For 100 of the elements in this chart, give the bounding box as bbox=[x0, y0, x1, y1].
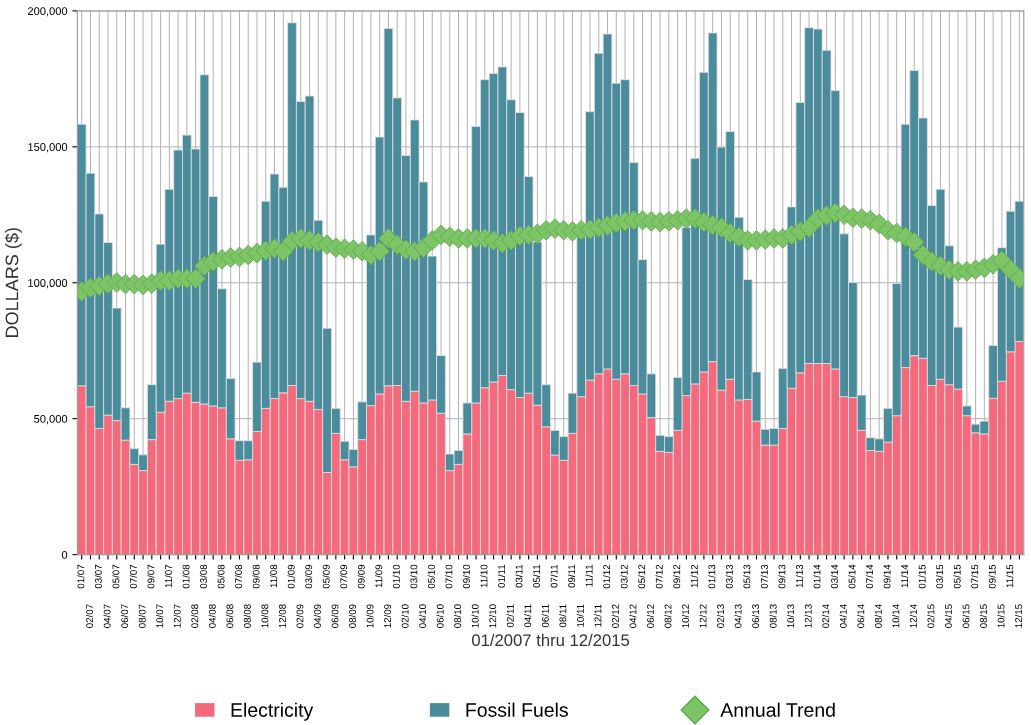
x-tick-label: 07/10 bbox=[445, 564, 453, 589]
x-tick-label: 04/10 bbox=[418, 604, 427, 628]
x-tick-label: 12/15 bbox=[1014, 604, 1023, 628]
x-tick-label: 04/13 bbox=[734, 604, 742, 628]
x-tick-label: 03/11 bbox=[515, 564, 523, 588]
x-tick-label: 12/14 bbox=[909, 604, 917, 628]
x-tick-label: 10/11 bbox=[576, 604, 584, 627]
x-tick-label: 05/10 bbox=[427, 564, 435, 589]
x-tick-label: 09/14 bbox=[883, 564, 891, 589]
x-tick-label: 09/13 bbox=[778, 564, 786, 589]
x-tick-label: 11/12 bbox=[690, 564, 698, 588]
x-tick-label: 11/13 bbox=[795, 564, 803, 588]
x-tick-label: 12/13 bbox=[804, 604, 812, 628]
x-tick-label: 05/14 bbox=[848, 564, 856, 589]
x-tick-label: 11/11 bbox=[585, 564, 593, 587]
x-tick-label: 02/07 bbox=[85, 604, 94, 628]
x-tick-label: 10/10 bbox=[471, 604, 479, 628]
x-tick-label: 07/07 bbox=[129, 564, 137, 589]
x-tick-label: 01/09 bbox=[287, 564, 295, 589]
x-tick-label: 02/08 bbox=[191, 604, 199, 628]
x-tick-label: 04/14 bbox=[839, 604, 847, 628]
x-tick-label: 09/10 bbox=[462, 564, 470, 589]
x-tick-label: 10/13 bbox=[787, 604, 795, 628]
x-tick-label: 04/12 bbox=[629, 604, 637, 628]
x-tick-label: 12/10 bbox=[489, 604, 497, 628]
x-tick-label: 08/09 bbox=[348, 604, 356, 628]
x-tick-label: 09/07 bbox=[147, 564, 155, 589]
x-tick-label: 07/14 bbox=[865, 564, 874, 589]
x-tick-label: 10/12 bbox=[681, 604, 689, 628]
x-tick-label: 07/13 bbox=[760, 564, 768, 589]
x-tick-label: 10/07 bbox=[156, 604, 164, 628]
x-tick-label: 09/08 bbox=[252, 564, 260, 589]
x-tick-label: 02/15 bbox=[927, 604, 935, 628]
x-tick-label: 09/09 bbox=[357, 564, 365, 589]
x-tick-label: 12/08 bbox=[278, 604, 286, 628]
x-tick-label: 01/10 bbox=[392, 564, 400, 589]
x-tick-label: 04/09 bbox=[313, 604, 321, 628]
x-tick-label: 05/11 bbox=[532, 564, 541, 588]
x-tick-label: 08/15 bbox=[979, 604, 987, 628]
x-tick-label: 02/13 bbox=[716, 604, 725, 628]
x-tick-label: 10/09 bbox=[366, 604, 374, 628]
x-tick-label: 08/12 bbox=[664, 604, 672, 628]
x-tick-label: 06/10 bbox=[436, 604, 444, 628]
x-tick-label: 11/07 bbox=[164, 564, 172, 588]
legend-label: Fossil Fuels bbox=[466, 702, 568, 717]
x-tick-label: 09/11 bbox=[567, 564, 576, 588]
x-tick-label: 04/15 bbox=[944, 604, 952, 628]
x-tick-label: 04/11 bbox=[524, 604, 532, 628]
x-tick-label: 06/09 bbox=[331, 604, 339, 628]
x-tick-label: 03/13 bbox=[725, 564, 733, 589]
x-tick-label: 01/15 bbox=[918, 564, 926, 589]
x-tick-label: 01/14 bbox=[813, 564, 821, 589]
y-axis-title: DOLLARS ($) bbox=[4, 228, 22, 337]
x-tick-label: 09/15 bbox=[988, 564, 996, 589]
legend-label: Electricity bbox=[231, 702, 314, 721]
legend-label: Annual Trend bbox=[720, 702, 835, 717]
x-tick-label: 06/07 bbox=[120, 604, 129, 628]
x-tick-label: 06/14 bbox=[857, 604, 865, 628]
x-tick-label: 11/08 bbox=[269, 564, 278, 588]
x-tick-label: 05/12 bbox=[638, 564, 646, 589]
x-tick-label: 01/13 bbox=[708, 564, 716, 589]
x-tick-label: 06/13 bbox=[751, 604, 760, 628]
x-tick-label: 12/09 bbox=[383, 604, 392, 628]
x-tick-label: 01/12 bbox=[602, 564, 611, 589]
x-axis-title: 01/2007 thru 12/2015 bbox=[471, 633, 630, 647]
x-tick-label: 09/12 bbox=[673, 564, 681, 589]
x-tick-label: 10/14 bbox=[892, 604, 900, 628]
x-tick-label: 05/13 bbox=[743, 564, 751, 589]
x-tick-label: 08/07 bbox=[138, 604, 146, 628]
x-tick-label: 07/12 bbox=[655, 564, 663, 589]
x-tick-label: 02/10 bbox=[401, 604, 409, 628]
x-tick-label: 08/14 bbox=[874, 604, 882, 628]
x-tick-label: 08/08 bbox=[243, 604, 251, 628]
y-tick-label: 200,000 bbox=[28, 7, 68, 17]
x-tick-label: 03/14 bbox=[830, 564, 838, 589]
x-tick-label: 05/08 bbox=[217, 564, 225, 589]
x-tick-label: 10/15 bbox=[997, 604, 1005, 628]
y-tick-label: 150,000 bbox=[28, 143, 68, 153]
x-tick-label: 05/09 bbox=[322, 564, 330, 589]
x-tick-label: 07/15 bbox=[971, 564, 979, 589]
x-tick-label: 07/08 bbox=[234, 564, 243, 589]
x-tick-label: 01/08 bbox=[182, 564, 190, 589]
x-tick-label: 04/07 bbox=[103, 604, 111, 628]
x-tick-label: 07/11 bbox=[550, 564, 558, 588]
y-tick-label: 50,000 bbox=[34, 414, 68, 425]
x-tick-label: 08/13 bbox=[769, 604, 777, 628]
x-tick-label: 11/14 bbox=[900, 564, 909, 588]
x-tick-label: 03/15 bbox=[936, 564, 944, 589]
x-tick-label: 03/12 bbox=[620, 564, 628, 589]
x-tick-label: 12/11 bbox=[594, 604, 602, 627]
y-tick-label: 100,000 bbox=[28, 279, 68, 289]
x-tick-label: 02/14 bbox=[822, 604, 830, 628]
x-tick-label: 11/10 bbox=[480, 564, 488, 588]
x-tick-label: 02/12 bbox=[611, 604, 619, 628]
x-tick-label: 06/11 bbox=[541, 604, 549, 628]
x-tick-label: 05/07 bbox=[112, 564, 120, 589]
x-tick-label: 03/09 bbox=[305, 564, 313, 589]
x-tick-label: 04/08 bbox=[208, 604, 216, 628]
x-tick-label: 06/08 bbox=[226, 604, 234, 628]
x-tick-label: 01/07 bbox=[77, 564, 85, 589]
